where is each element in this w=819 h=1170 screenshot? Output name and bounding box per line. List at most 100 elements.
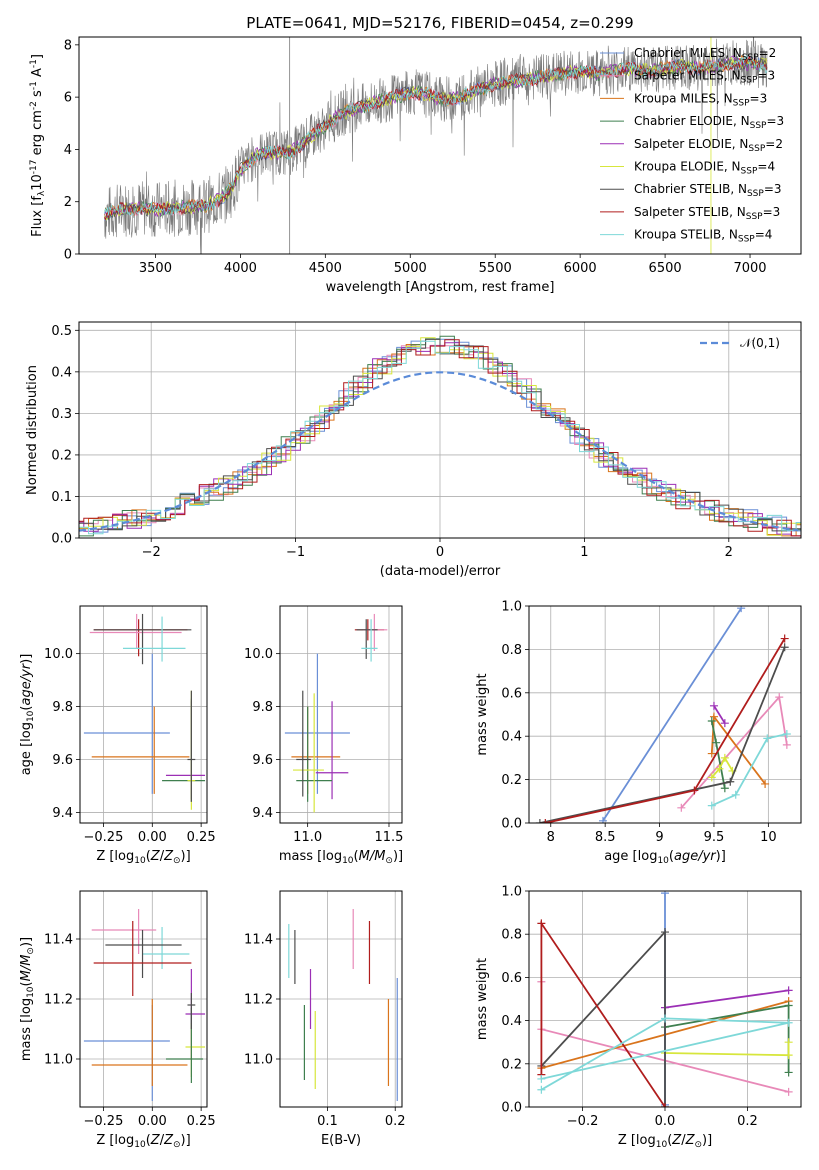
plot-area bbox=[284, 613, 388, 813]
plus-marker bbox=[715, 764, 724, 773]
x-axis-label: Z [log10(Z/Z⊙)] bbox=[96, 849, 190, 866]
x-tick-label: 0.00 bbox=[138, 830, 167, 845]
error-point bbox=[89, 613, 182, 649]
plot-area bbox=[104, 37, 768, 254]
plus-marker bbox=[782, 740, 791, 749]
data-spectrum-line bbox=[104, 37, 768, 254]
y-tick-label: 0.2 bbox=[501, 1057, 522, 1072]
plus-marker bbox=[775, 693, 784, 702]
histogram-salpeter-stelib bbox=[79, 339, 801, 537]
error-point bbox=[315, 701, 349, 800]
x-tick-label: −0.25 bbox=[84, 1114, 124, 1129]
plus-marker bbox=[537, 1074, 546, 1083]
y-tick-label: 1.0 bbox=[501, 885, 522, 900]
plus-marker bbox=[720, 784, 729, 793]
error-point bbox=[122, 616, 186, 662]
y-tick-label: 0.2 bbox=[51, 448, 72, 463]
axes-frame bbox=[528, 890, 802, 1108]
x-tick-label: 6500 bbox=[649, 261, 682, 276]
y-tick-label: 0.0 bbox=[51, 532, 72, 547]
x-tick-label: 5000 bbox=[394, 261, 427, 276]
plus-marker bbox=[712, 738, 721, 747]
plus-marker bbox=[709, 701, 718, 710]
plus-marker bbox=[707, 773, 716, 782]
y-tick-label: 0.4 bbox=[501, 1014, 522, 1029]
x-tick-label: 0.00 bbox=[138, 1114, 167, 1129]
plus-marker bbox=[537, 1085, 546, 1094]
plus-marker bbox=[726, 777, 735, 786]
legend-label: Chabrier MILES, NSSP=2 bbox=[634, 46, 776, 63]
x-axis-label: E(B-V) bbox=[321, 1133, 361, 1148]
x-tick-label: 11.0 bbox=[293, 830, 322, 845]
y-tick-label: 11.0 bbox=[44, 1053, 73, 1068]
legend-label: Chabrier ELODIE, NSSP=3 bbox=[634, 114, 784, 131]
error-point bbox=[185, 969, 206, 1059]
error-point bbox=[91, 909, 157, 954]
error-point bbox=[187, 690, 196, 802]
series-salpeter-miles bbox=[677, 693, 791, 812]
series-kroupa-elodie bbox=[707, 753, 737, 782]
plus-marker bbox=[780, 634, 789, 643]
error-point bbox=[361, 619, 378, 662]
histogram-kroupa-stelib bbox=[79, 340, 801, 535]
axes-frame bbox=[79, 890, 208, 1108]
series-line bbox=[713, 705, 726, 724]
x-tick-label: 4000 bbox=[224, 261, 257, 276]
x-axis-label: mass [log10(M/M⊙)] bbox=[279, 849, 403, 866]
x-axis-label: Z [log10(Z/Z⊙)] bbox=[96, 1133, 190, 1150]
x-tick-label: 9 bbox=[655, 830, 663, 845]
plot-area bbox=[535, 606, 791, 823]
error-point bbox=[93, 613, 192, 665]
legend-label: Salpeter MILES, NSSP=3 bbox=[634, 69, 775, 86]
plus-marker bbox=[541, 819, 550, 823]
x-axis-label: age [log10(age/yr)] bbox=[604, 849, 726, 866]
error-point bbox=[91, 706, 190, 794]
error-point bbox=[296, 690, 311, 797]
legend-label: Kroupa ELODIE, NSSP=4 bbox=[634, 160, 775, 177]
error-point bbox=[165, 1008, 204, 1083]
x-tick-label: 0 bbox=[436, 545, 444, 560]
legend-label: Salpeter ELODIE, NSSP=2 bbox=[634, 137, 783, 154]
axes-frame bbox=[279, 890, 403, 1108]
plus-marker bbox=[598, 816, 607, 823]
y-tick-label: 0.8 bbox=[501, 928, 522, 943]
y-tick-label: 0.0 bbox=[501, 1101, 522, 1116]
plus-marker bbox=[784, 1038, 793, 1047]
y-tick-label: 0.5 bbox=[51, 324, 72, 339]
histogram-chabrier-stelib bbox=[79, 338, 801, 537]
plot-area bbox=[83, 613, 206, 810]
x-axis-label: wavelength [Angstrom, rest frame] bbox=[326, 280, 555, 295]
histogram-kroupa-elodie bbox=[79, 337, 801, 536]
x-tick-label: 5500 bbox=[479, 261, 512, 276]
y-axis-label: mass [log10(M/M⊙)] bbox=[19, 937, 36, 1061]
plus-marker bbox=[784, 1087, 793, 1096]
error-point bbox=[162, 698, 206, 802]
error-point bbox=[91, 999, 188, 1086]
y-tick-label: 9.4 bbox=[252, 806, 273, 821]
plus-marker bbox=[661, 891, 669, 898]
y-tick-label: 0.6 bbox=[501, 686, 522, 701]
panel-weight-vs-Z: −0.2 0.0 0.2 0.0 0.2 0.4 0.6 0.8 1.0 Z [log10(Z/Z… bbox=[475, 885, 802, 1150]
y-tick-label: 0.4 bbox=[501, 730, 522, 745]
panel-weight-vs-age: 8 8.5 9 9.5 10 0.0 0.2 0.4 0.6 0.8 1.0 age [log10(a… bbox=[475, 600, 802, 866]
x-axis-label: Z [log10(Z/Z⊙)] bbox=[618, 1133, 712, 1150]
x-tick-label: 11.5 bbox=[375, 830, 404, 845]
y-tick-label: 9.8 bbox=[52, 700, 73, 715]
axes-frame bbox=[528, 605, 802, 824]
plus-marker bbox=[761, 779, 770, 788]
x-tick-label: 10 bbox=[760, 830, 777, 845]
plus-marker bbox=[784, 986, 793, 995]
y-tick-label: 0 bbox=[64, 248, 72, 263]
series-chabrier-elodie bbox=[707, 717, 729, 793]
axes-frame bbox=[79, 605, 208, 824]
y-tick-label: 0.2 bbox=[501, 773, 522, 788]
plus-marker bbox=[784, 1001, 793, 1010]
error-point bbox=[165, 701, 206, 800]
x-tick-label: 0.0 bbox=[655, 1114, 676, 1129]
y-tick-label: 11.4 bbox=[244, 933, 273, 948]
y-tick-label: 9.6 bbox=[52, 753, 73, 768]
y-tick-label: 0.1 bbox=[51, 490, 72, 505]
error-point bbox=[142, 927, 190, 969]
error-point bbox=[185, 1023, 206, 1077]
